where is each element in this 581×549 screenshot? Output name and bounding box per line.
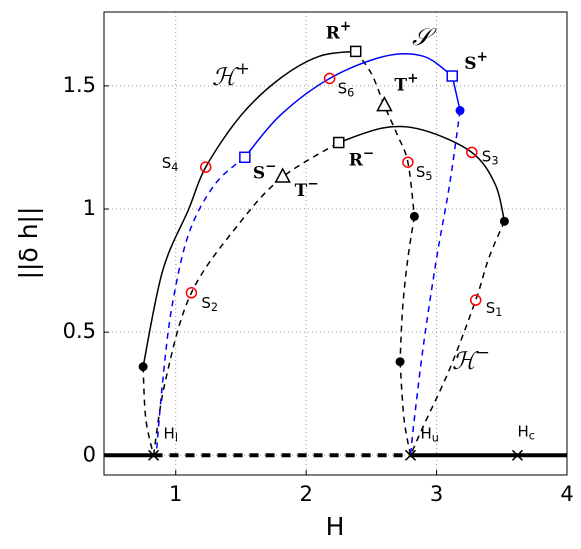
point-label: Hc xyxy=(517,422,534,443)
curve xyxy=(399,361,412,456)
marker-dot xyxy=(499,216,509,226)
marker-cross xyxy=(511,449,523,461)
markers: S1 S2 S3 S4 S5 S6 R+ R− S− S+ T+ T− Hl Hu Hc xyxy=(138,18,535,461)
marker-square xyxy=(349,45,362,58)
y-tick-label: 0 xyxy=(83,442,96,466)
x-axis-label: H xyxy=(326,512,345,541)
marker-square xyxy=(333,136,345,149)
marker-cross xyxy=(148,449,160,461)
point-label: S3 xyxy=(482,147,499,168)
marker-triangle xyxy=(376,96,393,112)
x-tick-label: 4 xyxy=(560,482,573,506)
curve xyxy=(155,156,246,456)
point-label: Hl xyxy=(164,424,178,445)
marker-circle xyxy=(469,294,482,306)
marker-cross xyxy=(404,449,417,461)
marker-circle xyxy=(199,161,212,173)
point-label: Hu xyxy=(420,424,438,445)
curve xyxy=(409,221,506,456)
y-tick-label: 1 xyxy=(83,196,96,220)
x-tick-label: 1 xyxy=(169,482,182,506)
point-label: S2 xyxy=(201,293,218,314)
point-label: R+ xyxy=(326,18,352,43)
marker-dot xyxy=(409,211,419,221)
point-label: S6 xyxy=(338,79,355,100)
point-label: R− xyxy=(349,145,375,170)
curve-label: ℋ− xyxy=(452,342,490,375)
marker-dot xyxy=(395,357,405,367)
point-label: S− xyxy=(253,158,277,183)
marker-circle xyxy=(323,72,336,85)
point-label: S+ xyxy=(464,49,488,74)
curve xyxy=(355,50,416,217)
curve xyxy=(409,110,461,456)
curve xyxy=(244,52,453,158)
marker-circle xyxy=(185,287,198,299)
marker-square xyxy=(446,70,458,82)
plot-area xyxy=(104,12,567,475)
y-axis-label: ||δ h|| xyxy=(14,207,43,280)
point-label: T− xyxy=(295,176,319,201)
marker-dot xyxy=(138,362,148,372)
curve xyxy=(142,50,356,367)
marker-dot xyxy=(455,106,465,116)
point-label: S4 xyxy=(162,154,179,175)
curve xyxy=(152,141,340,456)
marker-circle xyxy=(402,156,414,168)
marker-square xyxy=(239,151,251,164)
curve xyxy=(338,125,506,222)
point-label: S1 xyxy=(486,299,503,320)
curve xyxy=(399,216,416,362)
x-tick-label: 3 xyxy=(430,482,443,506)
y-tick-label: 1.5 xyxy=(63,73,96,97)
x-tick-label: 2 xyxy=(299,482,312,506)
curve xyxy=(142,366,155,456)
y-tick-label: 0.5 xyxy=(63,319,96,343)
point-label: S5 xyxy=(416,163,433,184)
curve-label: ℋ+ xyxy=(212,58,250,91)
point-label: T+ xyxy=(394,70,418,95)
plot-frame xyxy=(103,11,568,476)
marker-triangle xyxy=(274,167,291,183)
marker-circle xyxy=(466,146,478,159)
